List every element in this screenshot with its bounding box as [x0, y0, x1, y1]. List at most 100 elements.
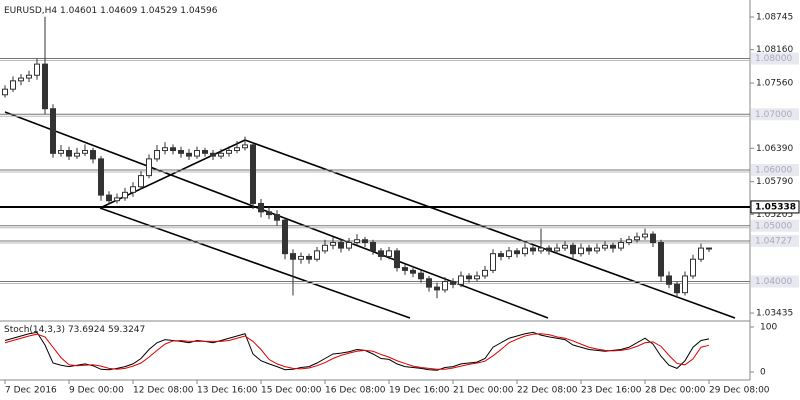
- candle-body: [178, 150, 184, 154]
- candle-body: [386, 250, 392, 257]
- candle-body: [642, 233, 648, 238]
- candle-body: [226, 150, 232, 154]
- y-tick-label: 1.05205: [756, 210, 793, 220]
- candle-body: [538, 247, 544, 252]
- candle-body: [522, 247, 528, 255]
- candle-body: [58, 150, 64, 154]
- header: EURUSD,H4 1.04601 1.04609 1.04529 1.0459…: [4, 6, 218, 16]
- level-label-box: [751, 108, 799, 121]
- candle-body: [2, 88, 8, 96]
- x-tick-label: 22 Dec 08:00: [517, 386, 578, 396]
- candle-body: [634, 236, 640, 241]
- candle-body: [282, 219, 288, 255]
- stoch-main: 73.6924: [68, 325, 105, 335]
- candle-body: [594, 247, 600, 252]
- candle-body: [362, 239, 368, 244]
- candle-body: [394, 250, 400, 269]
- candle-body: [34, 63, 40, 76]
- stoch-header: Stoch(14,3,3) 73.6924 59.3247: [4, 325, 145, 335]
- candle-body: [698, 247, 704, 260]
- candle-body: [18, 77, 24, 82]
- candle-body: [546, 247, 552, 252]
- candle-body: [290, 253, 296, 260]
- stoch-line: [4, 333, 710, 370]
- candle-body: [202, 150, 208, 154]
- candle-body: [410, 269, 416, 274]
- candle-body: [610, 244, 616, 249]
- candle-body: [690, 258, 696, 277]
- candle-body: [466, 275, 472, 280]
- x-tick-label: 16 Dec 08:00: [325, 386, 386, 396]
- candle-body: [242, 144, 248, 149]
- x-tick-label: 9 Dec 00:00: [69, 386, 124, 396]
- level-label-box: [751, 52, 799, 65]
- candle-body: [706, 247, 712, 250]
- candle-body: [146, 158, 152, 177]
- candle-body: [442, 281, 448, 291]
- candle-body: [330, 242, 336, 246]
- candle-body: [162, 147, 168, 152]
- candle-body: [138, 175, 144, 188]
- last-close: 1.04596: [180, 6, 217, 16]
- stoch-label: Stoch(14,3,3): [4, 325, 65, 335]
- level-label-box: [751, 164, 799, 177]
- x-tick-label: 13 Dec 16:00: [197, 386, 258, 396]
- candle-body: [186, 152, 192, 157]
- y-tick-label: 1.05790: [756, 177, 793, 187]
- candle-body: [234, 147, 240, 152]
- candle-body: [338, 242, 344, 249]
- y-tick-label: 1.08160: [756, 45, 793, 55]
- candle-body: [650, 233, 656, 244]
- candle-body: [658, 242, 664, 277]
- candle-body: [210, 152, 216, 157]
- candle-body: [194, 150, 200, 157]
- candle-body: [626, 239, 632, 244]
- candle-body: [514, 250, 520, 255]
- candle-body: [418, 272, 424, 280]
- level-label: 1.05338: [755, 202, 796, 212]
- candle-body: [10, 80, 16, 90]
- candle-body: [586, 247, 592, 252]
- symbol: EURUSD,H4: [4, 6, 57, 16]
- candle-body: [346, 242, 352, 249]
- candle-body: [682, 275, 688, 294]
- stoch-tick-label: 100: [760, 323, 777, 333]
- candle-body: [354, 239, 360, 244]
- candle-body: [474, 275, 480, 280]
- level-label: 1.04727: [755, 237, 792, 247]
- candle-body: [482, 269, 488, 277]
- stoch-line: [4, 331, 710, 371]
- candle-body: [498, 253, 504, 257]
- candle-body: [322, 244, 328, 252]
- level-label-box: [750, 200, 800, 214]
- candle-body: [490, 253, 496, 271]
- last-high: 1.04609: [100, 6, 137, 16]
- candle-body: [578, 247, 584, 255]
- candle-body: [66, 150, 72, 157]
- x-tick-label: 7 Dec 2016: [5, 386, 57, 396]
- candle-body: [554, 247, 560, 252]
- level-label: 1.07000: [755, 110, 792, 120]
- candle-body: [50, 108, 56, 154]
- candle-body: [106, 194, 112, 202]
- candle-body: [674, 283, 680, 294]
- candle-body: [258, 202, 264, 213]
- y-tick-label: 1.08745: [756, 13, 793, 23]
- candle-body: [426, 278, 432, 288]
- last-low: 1.04529: [140, 6, 177, 16]
- y-tick-label: 1.07560: [756, 79, 793, 89]
- candle-body: [602, 244, 608, 249]
- x-tick-label: 29 Dec 08:00: [709, 386, 770, 396]
- candle-body: [250, 144, 256, 204]
- candle-body: [42, 63, 48, 110]
- candle-body: [506, 250, 512, 257]
- trend-line: [99, 207, 411, 319]
- last-open: 1.04601: [60, 6, 97, 16]
- candle-body: [154, 150, 160, 160]
- candle-body: [74, 152, 80, 157]
- level-label: 1.04000: [755, 277, 792, 287]
- candle-body: [618, 242, 624, 249]
- level-label-box: [751, 235, 799, 248]
